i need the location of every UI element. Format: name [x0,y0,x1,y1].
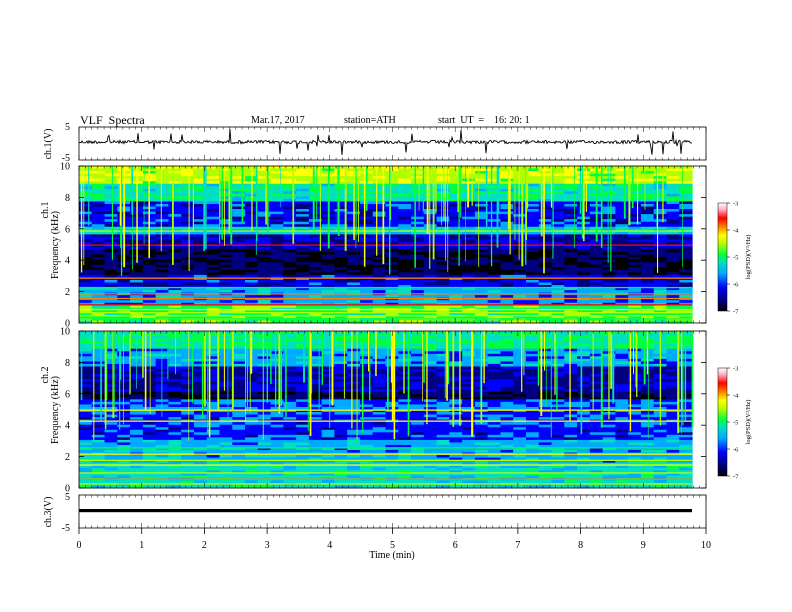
frequency-tick-label: 6 [65,224,70,235]
frequency-tick-label: 0 [65,319,70,330]
ch1-ytick-bottom: -5 [62,153,70,164]
frequency-tick-label: 0 [65,484,70,495]
frequency-tick-label: 10 [60,327,70,338]
colorbar-tick-label: -3 [733,365,738,372]
start-time-label: start UT = 16: 20: 1 [438,115,530,126]
ch3-ytick-bottom: -5 [62,523,70,534]
time-axis-label: Time (min) [369,550,414,561]
time-tick-label: 2 [202,540,207,551]
figure-title: VLF Spectra [80,113,145,127]
time-tick-label: 10 [701,540,711,551]
ch1-colorbar-label: log(PSD)(V²/Hz) [745,235,752,280]
frequency-tick-label: 2 [65,452,70,463]
date-label: Mar.17, 2017 [251,115,305,126]
ch1-waveform-panel: 5 -5 ch.1(V) [43,122,707,164]
ch2-colorbar-ticks: -3 -4 -5 -6 -7 [727,365,739,480]
ch1-colorbar [717,202,728,312]
ch1-spectrogram-yticks: 0 2 4 6 8 10 [60,162,706,330]
colorbar-tick-label: -6 [733,446,739,453]
time-tick-label: 5 [390,540,395,551]
frequency-tick-label: 4 [65,421,70,432]
ch3-ytick-top: 5 [65,492,70,503]
ch1-colorbar-ticks: -3 -4 -5 -6 -7 [727,200,739,315]
colorbar-tick-label: -4 [733,227,739,234]
time-tick-label: 8 [578,540,583,551]
ch1-spectrogram-heatmap [79,166,706,324]
colorbar-tick-label: -7 [733,308,739,315]
ch1-ylabel: ch.1(V) [43,129,54,160]
frequency-tick-label: 8 [65,358,70,369]
frequency-tick-label: 10 [60,162,70,173]
time-tick-label: 3 [265,540,270,551]
ch1-spectrogram-channel-label: ch.1 [40,202,51,219]
colorbar-tick-label: -3 [733,200,738,207]
colorbar-tick-label: -5 [733,254,738,261]
time-tick-label: 0 [77,540,82,551]
colorbar-tick-label: -4 [733,392,739,399]
ch2-colorbar-label: log(PSD)(V²/Hz) [745,400,752,445]
time-tick-label: 6 [453,540,458,551]
colorbar-tick-label: -7 [733,473,739,480]
time-tick-label: 1 [139,540,144,551]
time-tick-label: 9 [641,540,646,551]
ch2-spectrogram-ylabel: Frequency (kHz) [50,376,61,444]
station-label: station=ATH [344,115,396,126]
time-tick-label: 7 [515,540,520,551]
colorbar-tick-label: -5 [733,419,738,426]
ch2-colorbar [717,367,728,477]
ch1-spectrogram-ylabel: Frequency (kHz) [50,211,61,279]
time-axis-ticks: 0 1 2 3 4 5 6 7 8 9 10 [77,528,711,551]
frequency-tick-label: 4 [65,256,70,267]
ch1-ytick-top: 5 [65,122,70,133]
frequency-tick-label: 2 [65,287,70,298]
time-tick-label: 4 [327,540,332,551]
ch2-spectrogram-yticks: 0 2 4 6 8 10 [60,327,706,495]
ch3-waveform-panel: 5 -5 ch.3(V) 0 1 2 3 4 5 6 7 8 9 10 Time (min) [43,492,711,561]
frequency-tick-label: 8 [65,193,70,204]
ch2-spectrogram-channel-label: ch.2 [40,367,51,384]
ch3-ylabel: ch.3(V) [43,497,54,528]
frequency-tick-label: 6 [65,389,70,400]
ch2-spectrogram-heatmap [79,331,706,489]
ch1-waveform-line [78,129,692,156]
ch3-waveform-line [79,509,692,513]
panel-minor-ticks [78,127,707,528]
colorbar-tick-label: -6 [733,281,739,288]
